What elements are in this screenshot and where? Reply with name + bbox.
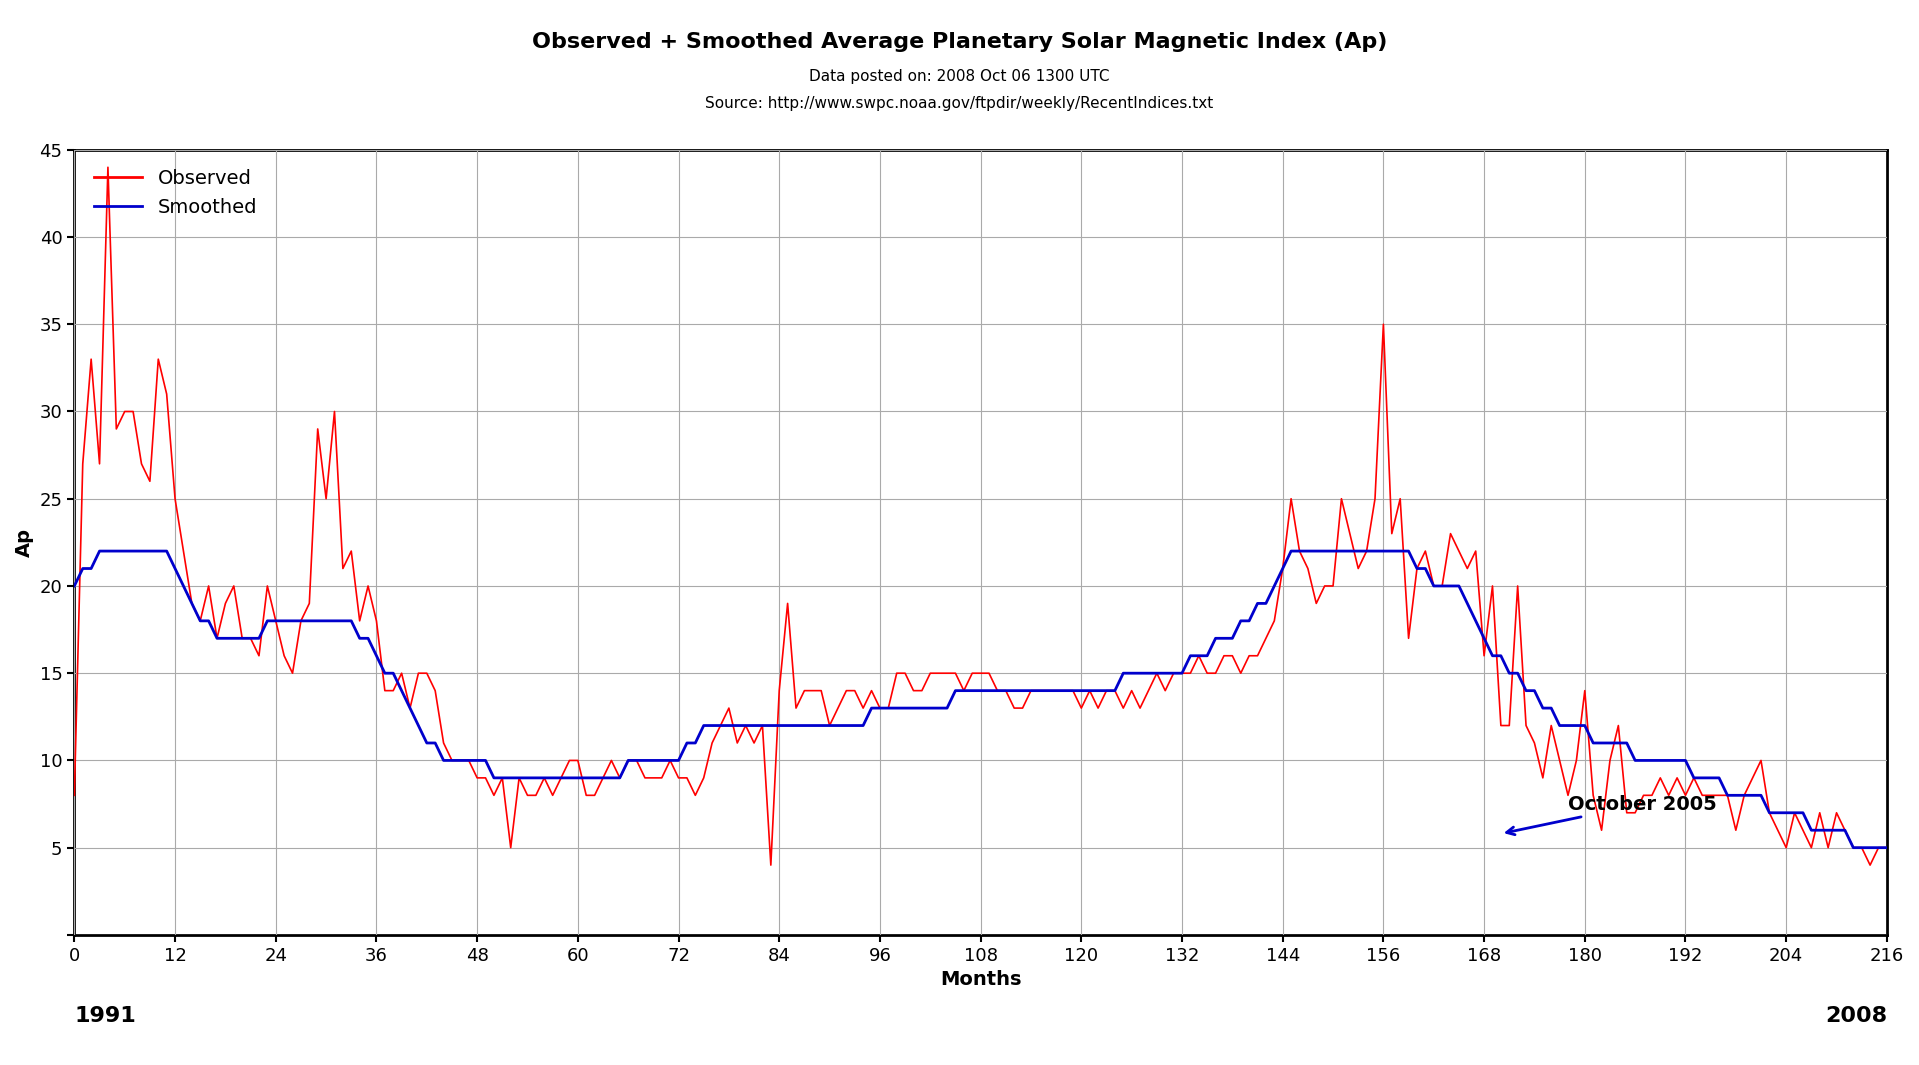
X-axis label: Months: Months [940,970,1021,989]
Text: Data posted on: 2008 Oct 06 1300 UTC: Data posted on: 2008 Oct 06 1300 UTC [810,69,1109,84]
Y-axis label: Ap: Ap [15,528,35,557]
Text: 2008: 2008 [1825,1005,1886,1026]
Text: Source: http://www.swpc.noaa.gov/ftpdir/weekly/RecentIndices.txt: Source: http://www.swpc.noaa.gov/ftpdir/… [706,96,1213,111]
Text: 1991: 1991 [75,1005,136,1026]
Legend: Observed, Smoothed: Observed, Smoothed [84,160,267,227]
Text: October 2005: October 2005 [1506,794,1718,835]
Text: Observed + Smoothed Average Planetary Solar Magnetic Index (Ap): Observed + Smoothed Average Planetary So… [532,32,1387,52]
